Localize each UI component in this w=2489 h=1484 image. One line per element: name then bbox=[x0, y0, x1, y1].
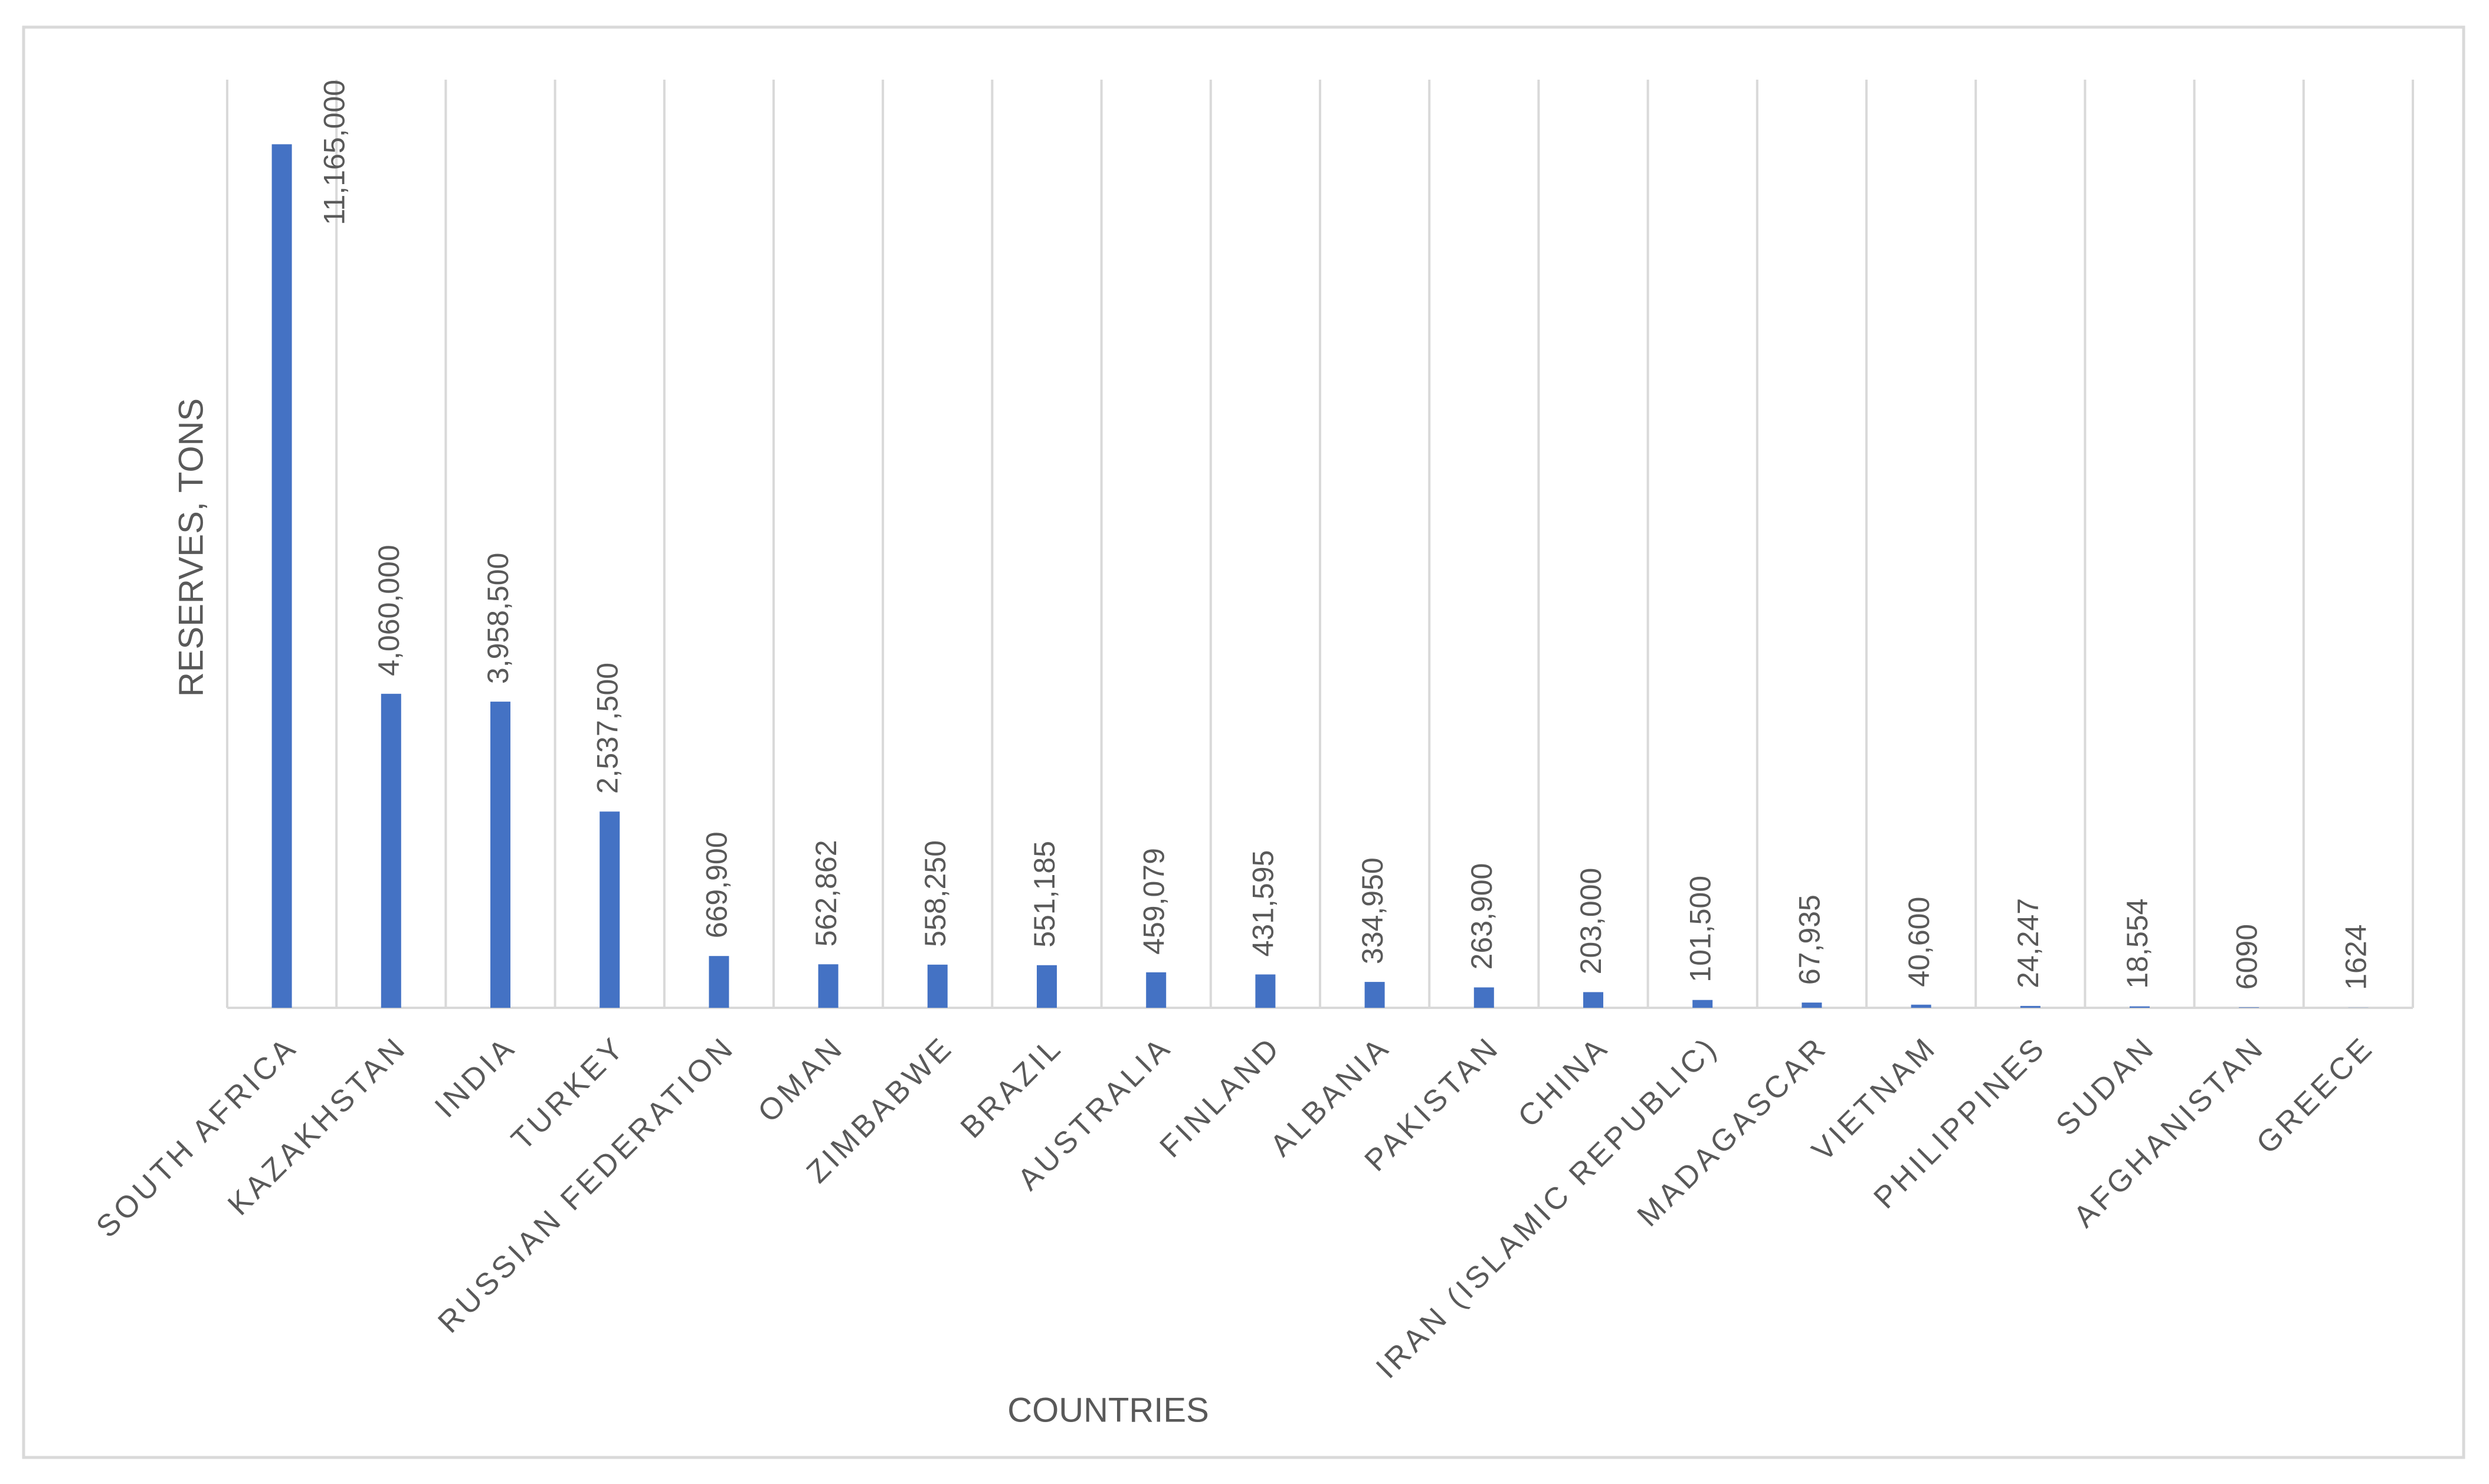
y-axis-title: RESERVES, TONS bbox=[172, 398, 210, 697]
bar bbox=[1037, 965, 1057, 1008]
value-label: 40,600 bbox=[1902, 897, 1935, 987]
value-label: 101,500 bbox=[1684, 876, 1717, 982]
bar bbox=[381, 693, 401, 1008]
value-label: 11,165,000 bbox=[317, 80, 351, 225]
value-label: 18,554 bbox=[2121, 899, 2154, 989]
bar bbox=[818, 964, 839, 1008]
value-label: 263,900 bbox=[1465, 863, 1498, 970]
bar bbox=[2020, 1005, 2041, 1008]
bar bbox=[1692, 1000, 1713, 1008]
value-label: 558,250 bbox=[919, 840, 952, 947]
value-label: 4,060,000 bbox=[372, 545, 405, 676]
value-label: 2,537,500 bbox=[591, 663, 624, 794]
value-label: 67,935 bbox=[1793, 895, 1826, 985]
bar bbox=[1583, 992, 1603, 1008]
bar bbox=[2239, 1007, 2259, 1008]
bar bbox=[1473, 987, 1494, 1008]
value-label: 459,079 bbox=[1137, 848, 1170, 955]
value-label: 3,958,500 bbox=[482, 553, 515, 684]
value-label: 562,862 bbox=[810, 840, 843, 946]
value-label: 203,000 bbox=[1574, 868, 1607, 975]
value-label: 1624 bbox=[2340, 925, 2373, 990]
value-label: 6090 bbox=[2230, 924, 2263, 990]
bar bbox=[1911, 1004, 1931, 1008]
x-axis-title: COUNTRIES bbox=[1007, 1391, 1209, 1429]
value-label: 669,900 bbox=[700, 831, 733, 938]
bar bbox=[271, 144, 292, 1008]
bar bbox=[600, 811, 620, 1008]
bar bbox=[2130, 1006, 2150, 1008]
value-label: 431,595 bbox=[1247, 850, 1280, 957]
value-label: 551,185 bbox=[1028, 841, 1061, 948]
bar bbox=[927, 964, 948, 1008]
bar bbox=[1802, 1003, 1822, 1008]
bar bbox=[1255, 974, 1276, 1008]
value-label: 334,950 bbox=[1356, 857, 1389, 964]
bar bbox=[1146, 972, 1167, 1008]
bar bbox=[709, 956, 729, 1008]
bar bbox=[490, 702, 510, 1008]
chart-border bbox=[22, 25, 2465, 1459]
value-label: 24,247 bbox=[2012, 898, 2045, 988]
bar bbox=[1364, 982, 1385, 1008]
